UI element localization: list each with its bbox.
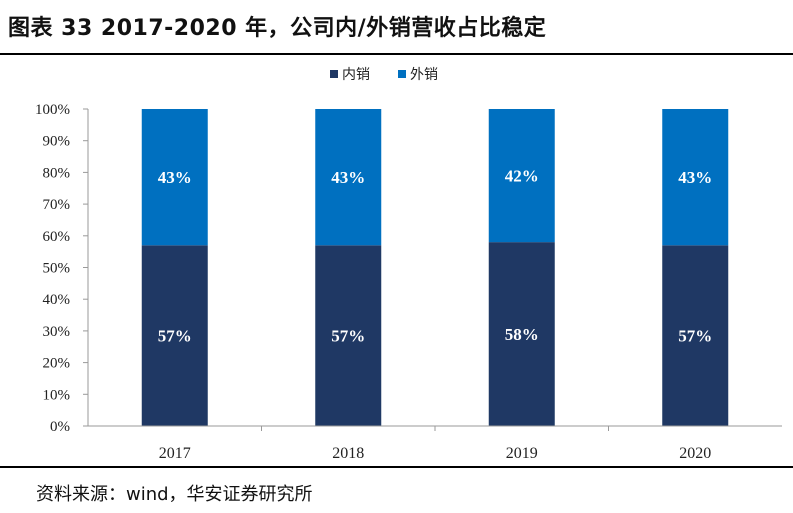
source-note: 资料来源：wind，华安证券研究所 bbox=[36, 484, 313, 505]
x-tick-label: 2017 bbox=[159, 445, 191, 462]
data-label-2018-series-2: 43% bbox=[331, 168, 365, 187]
y-tick-label: 80% bbox=[43, 165, 71, 181]
y-tick-label: 40% bbox=[43, 292, 71, 308]
y-axis: 0% 10% 20% 30% 40% 50% 60% 70% 80% 90% 100% bbox=[35, 102, 89, 435]
y-tick-label: 10% bbox=[43, 387, 71, 403]
x-axis: 2017 2018 2019 2020 bbox=[88, 425, 782, 462]
data-label-2017-series-1: 57% bbox=[158, 327, 192, 346]
bar-2018-series-2 bbox=[315, 109, 382, 246]
legend-label-1: 内销 bbox=[342, 67, 370, 83]
bar-2017-series-1 bbox=[141, 245, 208, 426]
y-tick-label: 30% bbox=[43, 324, 71, 340]
data-label-2020-series-2: 43% bbox=[678, 168, 712, 187]
x-tick-label: 2018 bbox=[332, 445, 364, 462]
legend-swatch-2 bbox=[398, 70, 406, 78]
bar-2018-series-1 bbox=[315, 245, 382, 426]
legend: 内销 外销 bbox=[330, 67, 438, 83]
chart-title: 图表 33 2017-2020 年，公司内/外销营收占比稳定 bbox=[8, 16, 547, 41]
x-tick-label: 2019 bbox=[506, 445, 538, 462]
legend-label-2: 外销 bbox=[410, 67, 438, 83]
bar-2020-series-2 bbox=[662, 109, 729, 246]
y-tick-label: 0% bbox=[50, 419, 70, 435]
y-tick-label: 100% bbox=[35, 102, 70, 118]
y-tick-label: 50% bbox=[43, 261, 71, 277]
data-label-2018-series-1: 57% bbox=[331, 327, 365, 346]
bar-2020-series-1 bbox=[662, 245, 729, 426]
bar-2019-series-1 bbox=[488, 242, 555, 426]
y-tick-label: 90% bbox=[43, 134, 71, 150]
data-label-2019-series-1: 58% bbox=[505, 325, 539, 344]
y-tick-label: 70% bbox=[43, 197, 71, 213]
bottom-divider bbox=[0, 466, 793, 468]
y-tick-label: 60% bbox=[43, 229, 71, 245]
y-tick-label: 20% bbox=[43, 356, 71, 372]
legend-swatch-1 bbox=[330, 70, 338, 78]
stacked-bar-chart: 内销 外销 0% 10% 20% 30% 40% 50% 60% 70% 80% 90% 100% 5… bbox=[35, 67, 782, 462]
bars: 57% 43% 57% 43% 58% 42% 57% 43% bbox=[141, 109, 729, 426]
data-label-2020-series-1: 57% bbox=[678, 327, 712, 346]
x-tick-label: 2020 bbox=[679, 445, 711, 462]
data-label-2017-series-2: 43% bbox=[158, 168, 192, 187]
top-divider bbox=[0, 53, 793, 55]
bar-2017-series-2 bbox=[141, 109, 208, 246]
bar-2019-series-2 bbox=[488, 109, 555, 243]
data-label-2019-series-2: 42% bbox=[505, 167, 539, 186]
